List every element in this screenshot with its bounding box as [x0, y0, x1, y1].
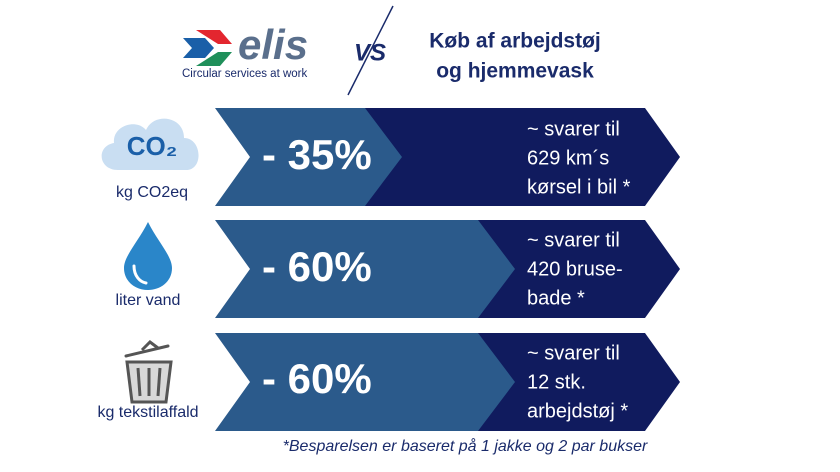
dark-arrow — [475, 333, 680, 431]
comparison: bade * — [527, 287, 585, 309]
logo: elis Circular services at work — [182, 21, 308, 80]
logo-mark — [183, 38, 214, 58]
title: Køb af arbejdstøj — [429, 30, 601, 53]
tagline: Circular services at work — [182, 68, 307, 80]
drop-shine — [132, 264, 148, 285]
saving: - 35% — [262, 131, 372, 178]
logo-mark — [196, 52, 232, 66]
footnote: *Besparelsen er baseret på 1 jakke og 2 … — [283, 437, 648, 455]
comparison: 629 km´s — [527, 147, 609, 169]
row-label: liter vand — [116, 292, 181, 309]
comparison: 12 stk. — [527, 371, 586, 393]
title: og hjemmevask — [436, 60, 594, 83]
divider — [347, 5, 394, 96]
comparison: kørsel i bil * — [527, 176, 631, 198]
light-arrow — [215, 220, 515, 318]
cloud-icon — [101, 118, 199, 170]
row-label: kg tekstilaffald — [97, 404, 198, 421]
light-arrow — [215, 333, 515, 431]
saving: - 60% — [262, 243, 372, 290]
bin-icon — [124, 340, 173, 404]
row: kg tekstilaffald - 60% ~ svarer til 12 s… — [97, 333, 680, 431]
row-label: kg CO2eq — [116, 184, 188, 201]
comparison: 420 bruse- — [527, 258, 623, 280]
logo-mark — [196, 30, 232, 44]
comparison: arbejdstøj * — [527, 400, 628, 422]
icon-text: CO₂ — [127, 131, 178, 161]
saving: - 60% — [262, 355, 372, 402]
comparison: ~ svarer til — [527, 342, 620, 364]
row: liter vand - 60% ~ svarer til 420 bruse-… — [116, 220, 680, 318]
row: CO₂ kg CO2eq - 35% ~ svarer til 629 km´s… — [101, 108, 680, 206]
logo-text: elis — [238, 21, 308, 68]
comparison: ~ svarer til — [527, 118, 620, 140]
dark-arrow — [475, 220, 680, 318]
vs: VS — [354, 39, 386, 66]
drop-icon — [124, 222, 172, 290]
comparison: ~ svarer til — [527, 229, 620, 251]
dark-arrow — [365, 108, 680, 206]
light-arrow — [215, 108, 402, 206]
